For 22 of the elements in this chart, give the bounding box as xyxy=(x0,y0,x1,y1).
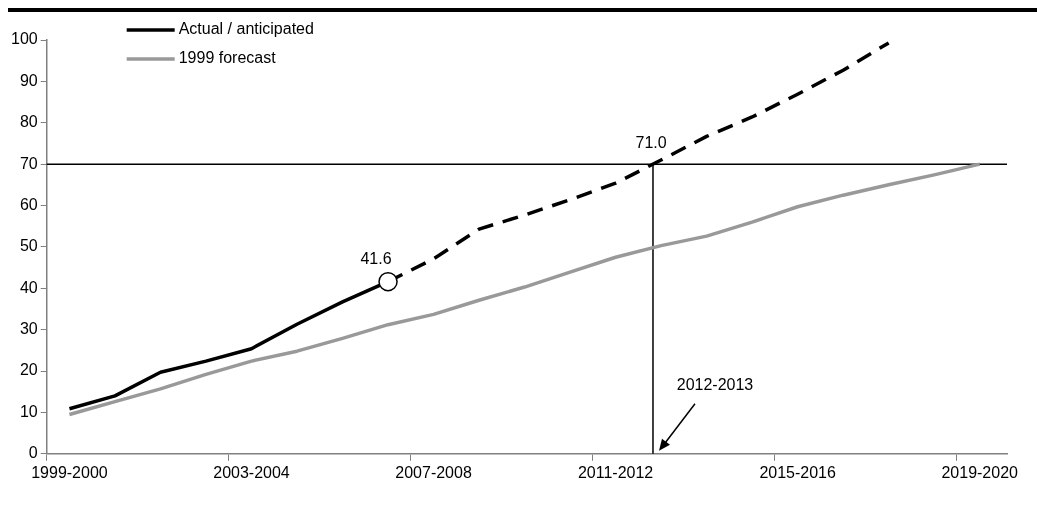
data-label: 41.6 xyxy=(360,250,392,268)
x-tick-label: 2015-2016 xyxy=(759,463,836,481)
legend-label: 1999 forecast xyxy=(178,49,277,67)
y-tick-label: 40 xyxy=(19,278,38,296)
y-tick-label: 60 xyxy=(19,195,38,213)
x-tick-label: 1999-2000 xyxy=(31,463,108,481)
x-tick-label: 2003-2004 xyxy=(213,463,290,481)
y-tick-label: 20 xyxy=(19,361,38,379)
legend-label: Actual / anticipated xyxy=(178,20,314,38)
y-tick-label: 70 xyxy=(19,154,38,172)
y-tick-label: 100 xyxy=(10,30,38,48)
data-label: 71.0 xyxy=(635,134,667,152)
y-tick-label: 50 xyxy=(19,237,38,255)
annotation: 2012-2013 xyxy=(676,376,754,394)
y-tick-label: 90 xyxy=(19,71,38,89)
x-tick-label: 2011-2012 xyxy=(577,463,654,481)
y-tick-label: 10 xyxy=(19,402,38,420)
x-tick-label: 2007-2008 xyxy=(395,463,472,481)
y-tick-label: 80 xyxy=(19,113,38,131)
x-tick-label: 2019-2020 xyxy=(941,463,1019,481)
y-tick-label: 0 xyxy=(28,444,38,462)
y-tick-label: 30 xyxy=(19,320,38,338)
